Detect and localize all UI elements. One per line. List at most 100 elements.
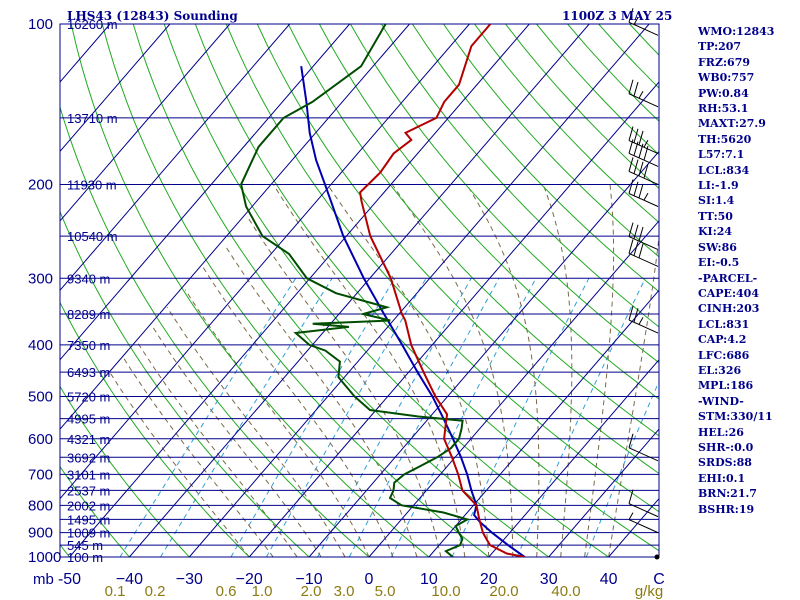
- height-label: 16260 m: [67, 17, 118, 32]
- wind-barb-flag: [628, 239, 634, 254]
- temperature-tick-label: −20: [236, 571, 263, 588]
- index-item: EI:-0.5: [698, 256, 740, 270]
- index-item: FRZ:679: [698, 55, 751, 69]
- wind-barb-flag: [628, 489, 634, 504]
- isotherm: [488, 358, 659, 557]
- height-label: 8289 m: [67, 307, 110, 322]
- mixing-ratio-line: [230, 278, 396, 557]
- wind-barb-flag: [628, 79, 634, 94]
- pressure-tick-label: 500: [28, 389, 53, 406]
- temperature-tick-label: −30: [176, 571, 203, 588]
- wind-barb: [628, 157, 659, 185]
- wind-barb-staff: [628, 503, 659, 518]
- dry-adiabat: [0, 24, 10, 557]
- isotherm: [60, 24, 410, 430]
- isotherm: [548, 428, 659, 557]
- dry-adiabat: [163, 24, 609, 557]
- isotherm: [69, 24, 530, 557]
- wind-barb-staff: [628, 236, 659, 251]
- wind-barb-flag: [628, 305, 634, 321]
- wind-barb-flag: [638, 161, 644, 176]
- mixing-ratio-unit: g/kg: [635, 583, 663, 600]
- wind-barb-flag: [638, 226, 644, 242]
- index-item: LCL:831: [698, 317, 750, 331]
- mixing-ratio-label: 5.0: [375, 583, 396, 600]
- pressure-tick-label: 300: [28, 270, 53, 287]
- index-item: L57:7.1: [698, 148, 745, 162]
- pressure-tick-label: 600: [28, 431, 53, 448]
- height-label: 100 m: [67, 550, 103, 565]
- pressure-tick-label: 100: [28, 16, 53, 33]
- temperature-tick-label: 40: [600, 571, 618, 588]
- wind-barb-flag: [638, 183, 644, 199]
- temperature-tick-label: 30: [540, 571, 558, 588]
- dry-adiabat: [225, 24, 659, 513]
- pressure-tick-label: 900: [28, 525, 53, 542]
- isotherm: [60, 24, 470, 500]
- pressure-axis-label: mb: [33, 571, 54, 588]
- mixing-ratio-line: [451, 278, 590, 557]
- wind-barb-flag: [638, 90, 644, 99]
- mixing-ratio-line: [585, 380, 659, 557]
- index-item: CINH:203: [698, 302, 760, 316]
- pressure-tick-label: 800: [28, 497, 53, 514]
- temperature-tick-label: -50: [58, 571, 81, 588]
- wind-barb-flag: [643, 192, 649, 201]
- wind-barb: [628, 139, 659, 167]
- wind-barb: [628, 433, 659, 462]
- wind-barb-staff: [628, 140, 659, 154]
- wind-barb-flag: [643, 163, 649, 179]
- parcel-line: [300, 66, 526, 557]
- index-item: BRN:21.7: [698, 487, 757, 501]
- index-item: LCL:834: [698, 163, 750, 177]
- temperature-tick-label: −10: [296, 571, 323, 588]
- wind-barb-staff: [628, 21, 659, 36]
- wind-barb-flag: [638, 143, 644, 158]
- temperature-tick-label: 10: [420, 571, 438, 588]
- pressure-tick-label: 400: [28, 337, 53, 354]
- height-label: 3692 m: [67, 450, 110, 465]
- height-label: 5720 m: [67, 390, 110, 405]
- height-label: 7350 m: [67, 338, 110, 353]
- dewpoint-line: [240, 24, 470, 557]
- height-label: 11930 m: [67, 177, 117, 192]
- index-item: CAP:4.2: [698, 333, 747, 347]
- index-panel: WMO:12843 TP:207 FRZ:679 WB0:757 PW:0.84 RH:5…: [698, 24, 774, 517]
- wind-barb-staff: [628, 93, 659, 108]
- temperature-tick-label: −40: [116, 571, 143, 588]
- mixing-ratio-label: 0.1: [105, 583, 126, 600]
- temperature-tick-label: 0: [365, 571, 374, 588]
- wind-barb-flag: [628, 512, 634, 520]
- wind-barb-flag: [633, 81, 639, 97]
- wind-barb-flag: [633, 17, 639, 25]
- station-title: LHS43 (12843) Sounding: [67, 9, 238, 23]
- mixing-ratio-line: [390, 278, 537, 557]
- height-label: 1009 m: [67, 526, 110, 541]
- height-label: 1495 m: [67, 512, 110, 527]
- wind-barb-flag: [633, 241, 639, 256]
- wind-barb-flag: [633, 224, 639, 239]
- index-item: PW:0.84: [698, 86, 749, 100]
- height-label: 9340 m: [67, 271, 110, 286]
- pressure-tick-label: 1000: [28, 549, 61, 566]
- wind-barb-flag: [628, 139, 634, 154]
- isotherm: [308, 150, 659, 557]
- wind-barb-flag: [643, 145, 649, 161]
- index-item: TT:50: [698, 209, 733, 223]
- index-item: SHR-:0.0: [698, 440, 754, 454]
- wind-barb-staff: [628, 193, 659, 207]
- index-item: SI:1.4: [698, 194, 735, 208]
- surface-wind-dot: [654, 554, 660, 560]
- wind-barb-staff: [628, 152, 659, 167]
- index-item: MPL:186: [698, 379, 754, 393]
- mixing-ratio-line: [317, 278, 472, 557]
- wind-barbs: [628, 8, 660, 560]
- wind-barb-staff: [628, 170, 659, 185]
- index-item: BSHR:19: [698, 502, 755, 516]
- index-item: KI:24: [698, 225, 733, 239]
- index-item: STM:330/11: [698, 410, 773, 424]
- mixing-ratio-label: 40.0: [551, 583, 580, 600]
- wind-barb: [628, 489, 659, 518]
